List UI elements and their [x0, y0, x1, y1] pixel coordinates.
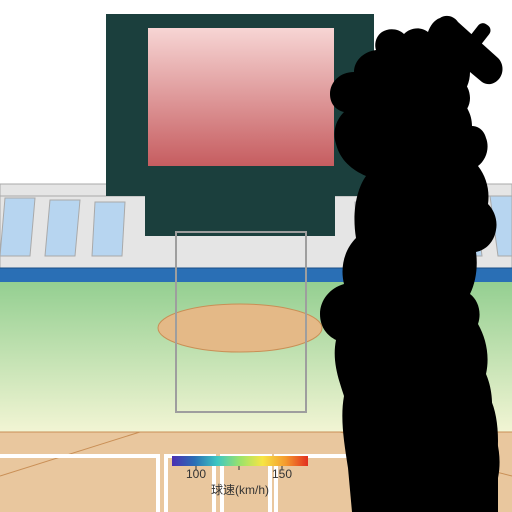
pitch-location-diagram: 100150球速(km/h) [0, 0, 512, 512]
stadium-window [0, 198, 35, 256]
speed-legend-bar [172, 456, 308, 466]
scoreboard-screen [148, 28, 334, 166]
scoreboard-base [145, 196, 335, 236]
legend-label: 球速(km/h) [211, 483, 269, 497]
diagram-svg: 100150球速(km/h) [0, 0, 512, 512]
stadium-window [45, 200, 80, 256]
pitchers-mound [158, 304, 322, 352]
stadium-window [92, 202, 125, 256]
